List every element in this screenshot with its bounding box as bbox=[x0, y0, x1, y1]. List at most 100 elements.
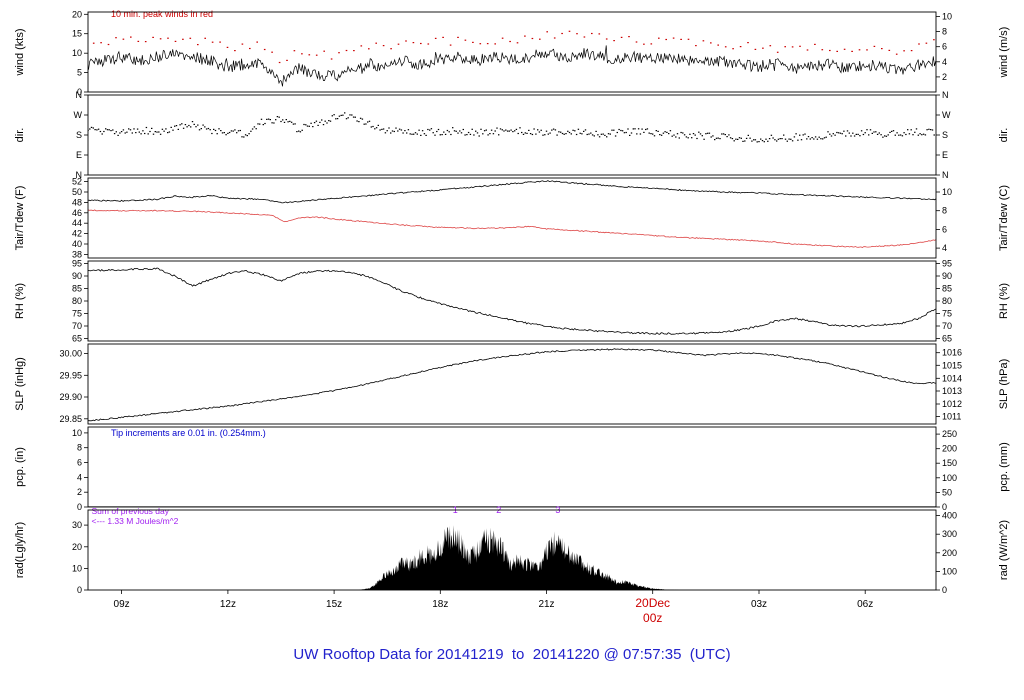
annotation: <--- 1.33 M Joules/m^2 bbox=[92, 516, 179, 526]
ytick-label: 15 bbox=[72, 29, 82, 39]
ytick-label: 95 bbox=[942, 259, 952, 269]
ytick-label: 70 bbox=[942, 321, 952, 331]
ytick-label: 300 bbox=[942, 529, 957, 539]
panel-wind: 0 5 10 15 20 2 4 6 8 10 10 min. peak winds in red w… bbox=[14, 9, 1010, 97]
ytick-label: 80 bbox=[72, 296, 82, 306]
xtick-label: 12z bbox=[220, 599, 236, 610]
annotation: Tip increments are 0.01 in. (0.254mm.) bbox=[111, 428, 266, 438]
ytick-label: 0 bbox=[77, 502, 82, 512]
series-wind-direction bbox=[88, 112, 935, 143]
ytick-label: N bbox=[76, 170, 83, 180]
xtick-label: 06z bbox=[857, 599, 873, 610]
series-wind-speed bbox=[88, 45, 936, 87]
xtick-label: 18z bbox=[432, 599, 448, 610]
ytick-label: 29.85 bbox=[59, 414, 82, 424]
ylabel-right-pcp: pcp. (mm) bbox=[998, 442, 1010, 492]
ylabel-right-slp: SLP (hPa) bbox=[998, 359, 1010, 410]
ytick-label: 42 bbox=[72, 229, 82, 239]
ytick-label: 75 bbox=[942, 309, 952, 319]
ytick-label: W bbox=[74, 110, 83, 120]
ylabel-right-dir: dir. bbox=[998, 128, 1010, 143]
ytick-label: 0 bbox=[77, 585, 82, 595]
ylabel-left-slp: SLP (inHg) bbox=[14, 357, 26, 411]
ytick-label: 85 bbox=[942, 284, 952, 294]
ylabel-left-tair-tdew: Tair/Tdew (F) bbox=[14, 186, 26, 251]
ytick-label: 200 bbox=[942, 444, 957, 454]
ytick-label: 10 bbox=[942, 12, 952, 22]
xtick-label: 20Dec bbox=[635, 596, 670, 610]
ytick-label: 5 bbox=[77, 68, 82, 78]
ytick-label: 1012 bbox=[942, 399, 962, 409]
ytick-label: 10 bbox=[72, 428, 82, 438]
ytick-label: 10 bbox=[72, 48, 82, 58]
ytick-label: 2 bbox=[942, 72, 947, 82]
ytick-label: 29.95 bbox=[59, 370, 82, 380]
ylabel-right-tair-tdew: Tair/Tdew (C) bbox=[998, 185, 1010, 251]
ytick-label: 44 bbox=[72, 218, 82, 228]
ytick-label: E bbox=[942, 150, 948, 160]
ytick-label: 75 bbox=[72, 309, 82, 319]
ytick-label: 20 bbox=[72, 9, 82, 19]
ylabel-left-dir: dir. bbox=[14, 128, 26, 143]
ytick-label: W bbox=[942, 110, 951, 120]
ytick-label: 400 bbox=[942, 511, 957, 521]
ytick-label: 6 bbox=[942, 224, 947, 234]
annotation: 10 min. peak winds in red bbox=[111, 9, 213, 19]
series-sea-level-pressure bbox=[88, 348, 936, 422]
panel-rh: 65 70 75 80 85 90 95 65 70 75 80 85 90 95 RH (%) RH (%) bbox=[14, 259, 1010, 344]
ytick-label: 10 bbox=[72, 563, 82, 573]
ytick-label: 8 bbox=[942, 27, 947, 37]
ytick-label: E bbox=[76, 150, 82, 160]
series-tair bbox=[88, 180, 936, 204]
ytick-label: 10 bbox=[942, 187, 952, 197]
xtick-label: 21z bbox=[538, 599, 554, 610]
ytick-label: 65 bbox=[72, 334, 82, 344]
ytick-label: 29.90 bbox=[59, 392, 82, 402]
ytick-label: 4 bbox=[942, 243, 947, 253]
ytick-label: 150 bbox=[942, 458, 957, 468]
series-tdew bbox=[88, 209, 936, 248]
ytick-label: 8 bbox=[77, 443, 82, 453]
ytick-label: 6 bbox=[77, 458, 82, 468]
ytick-label: 38 bbox=[72, 249, 82, 259]
ytick-label: 8 bbox=[942, 206, 947, 216]
ytick-label: 90 bbox=[942, 271, 952, 281]
ytick-label: 100 bbox=[942, 566, 957, 576]
ytick-label: N bbox=[942, 90, 949, 100]
ytick-label: N bbox=[942, 170, 949, 180]
ytick-label: 40 bbox=[72, 239, 82, 249]
ytick-label: 90 bbox=[72, 271, 82, 281]
ytick-label: 48 bbox=[72, 197, 82, 207]
ylabel-left-rad: rad(Lgly/hr) bbox=[14, 522, 26, 578]
ytick-label: 80 bbox=[942, 296, 952, 306]
ytick-label: 52 bbox=[72, 177, 82, 187]
ylabel-right-rad: rad (W/m^2) bbox=[998, 520, 1010, 580]
ytick-label: 46 bbox=[72, 208, 82, 218]
ytick-label: 200 bbox=[942, 548, 957, 558]
ytick-label: 30.00 bbox=[59, 349, 82, 359]
xtick-label2: 00z bbox=[643, 611, 662, 625]
ytick-label: 1015 bbox=[942, 360, 962, 370]
ytick-label: 4 bbox=[942, 57, 947, 67]
ytick-label: S bbox=[942, 130, 948, 140]
ytick-label: 1011 bbox=[942, 412, 961, 422]
ytick-label: 65 bbox=[942, 334, 952, 344]
ytick-label: 50 bbox=[72, 187, 82, 197]
ylabel-left-rh: RH (%) bbox=[14, 283, 26, 319]
ytick-label: 100 bbox=[942, 473, 957, 483]
panel-slp: 29.85 29.90 29.95 30.00 1011 1012 1013 1014 1015… bbox=[14, 343, 1010, 425]
ytick-label: 50 bbox=[942, 487, 952, 497]
ytick-label: 95 bbox=[72, 259, 82, 269]
ytick-label: 6 bbox=[942, 42, 947, 52]
ytick-label: 250 bbox=[942, 429, 957, 439]
ytick-label: S bbox=[76, 130, 82, 140]
xtick-label: 15z bbox=[326, 599, 342, 610]
series-solar-radiation bbox=[88, 525, 936, 590]
